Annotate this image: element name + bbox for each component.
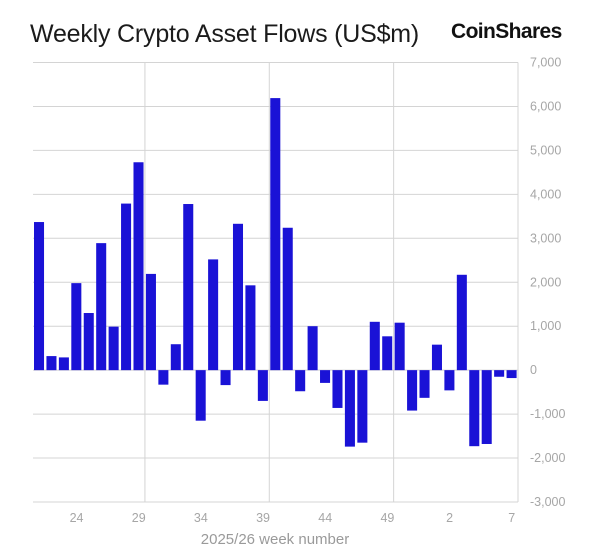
y-tick-label: 4,000	[530, 187, 561, 201]
x-tick-label: 2	[446, 511, 453, 525]
y-tick-label: 6,000	[530, 99, 561, 113]
bar-week-30	[145, 273, 156, 371]
bar-week-52	[419, 370, 430, 398]
bar-week-2	[444, 370, 455, 391]
y-tick-label: -1,000	[530, 407, 565, 421]
bar-week-28	[121, 203, 132, 371]
bar-week-40	[270, 98, 281, 371]
bar-week-25	[83, 313, 94, 371]
bar-week-42	[295, 370, 306, 392]
y-tick-label: 3,000	[530, 231, 561, 245]
y-tick-label: 2,000	[530, 275, 561, 289]
bar-week-21	[34, 222, 45, 371]
coinshares-logo: CoinShares	[451, 20, 562, 43]
bar-week-37	[232, 223, 244, 371]
bar-week-26	[96, 243, 107, 371]
x-tick-label: 34	[194, 511, 208, 525]
y-tick-label: 7,000	[530, 56, 561, 70]
bar-week-22	[46, 356, 57, 371]
bar-week-38	[245, 285, 256, 371]
bar-week-43	[307, 326, 318, 371]
bar-week-50	[394, 322, 405, 371]
bar-week-33	[183, 204, 194, 371]
bar-week-39	[257, 370, 268, 401]
x-tick-label: 7	[508, 511, 515, 525]
bar-week-23	[58, 357, 69, 371]
bar-week-51	[407, 370, 418, 411]
bar-week-3	[456, 274, 467, 371]
bar-week-1	[431, 344, 442, 371]
bar-week-49	[382, 336, 393, 371]
bar-week-29	[133, 162, 144, 371]
x-axis-label: 2025/26 week number	[201, 531, 349, 548]
bar-week-5	[481, 370, 492, 444]
bar-week-31	[158, 370, 169, 385]
y-tick-label: 1,000	[530, 319, 561, 333]
bar-week-44	[320, 370, 331, 383]
bar-week-36	[220, 370, 231, 386]
x-tick-label: 24	[70, 511, 84, 525]
bar-week-34	[195, 370, 206, 421]
bar-week-35	[208, 259, 219, 371]
bar-week-45	[332, 370, 343, 408]
x-tick-label: 39	[256, 511, 270, 525]
bar-week-7	[506, 370, 517, 379]
y-axis-ticks: 7,000 6,000 5,000 4,000 3,000 2,000 1,000 0 -1,0…	[530, 56, 565, 510]
chart-title: Weekly Crypto Asset Flows (US$m)	[30, 20, 420, 48]
bar-week-32	[170, 344, 181, 371]
x-tick-label: 29	[132, 511, 146, 525]
x-tick-label: 44	[318, 511, 332, 525]
bar-week-4	[469, 370, 480, 447]
bar-week-24	[71, 283, 82, 371]
x-axis-ticks: 24 29 34 39 44 49 2 7	[70, 511, 516, 525]
bar-week-47	[357, 370, 368, 443]
bar-week-46	[344, 370, 355, 447]
bar-week-48	[369, 321, 380, 371]
y-tick-label: -3,000	[530, 495, 565, 509]
y-tick-label: 0	[530, 363, 537, 377]
bar-week-6	[494, 370, 505, 377]
y-tick-label: -2,000	[530, 451, 565, 465]
bar-week-41	[282, 227, 293, 371]
x-tick-label: 49	[380, 511, 394, 525]
y-tick-label: 5,000	[530, 143, 561, 157]
bar-week-27	[108, 326, 119, 371]
bar-series	[34, 98, 517, 447]
